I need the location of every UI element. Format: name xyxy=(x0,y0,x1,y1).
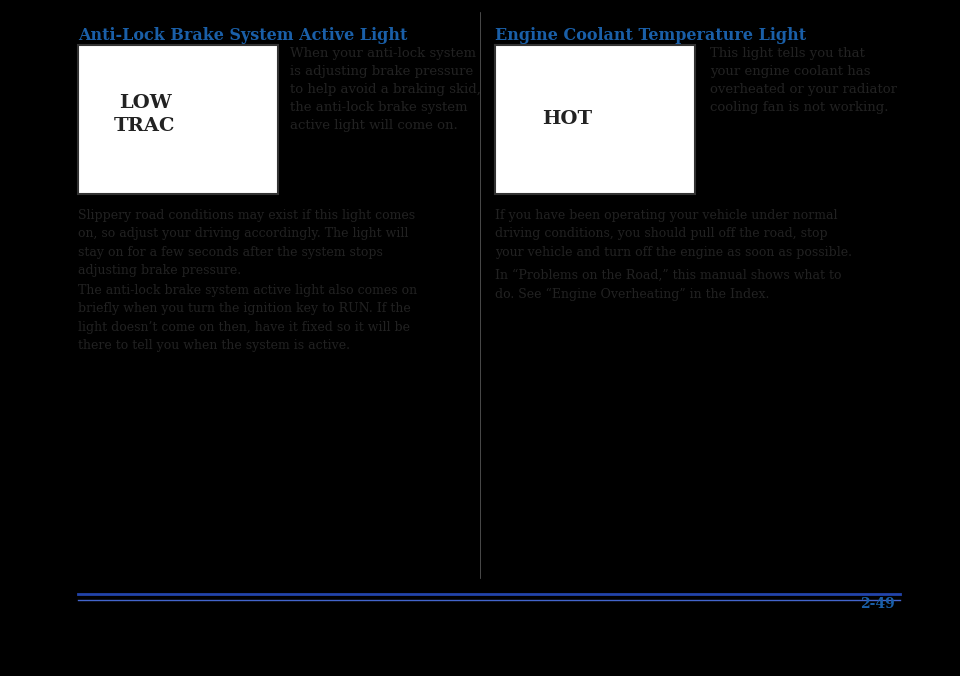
Text: This light tells you that
your engine coolant has
overheated or your radiator
co: This light tells you that your engine co… xyxy=(710,47,897,114)
Text: The anti-lock brake system active light also comes on
briefly when you turn the : The anti-lock brake system active light … xyxy=(78,284,418,352)
Text: Slippery road conditions may exist if this light comes
on, so adjust your drivin: Slippery road conditions may exist if th… xyxy=(78,209,415,277)
Bar xyxy=(78,45,278,194)
Text: 2-49: 2-49 xyxy=(860,597,895,611)
Text: HOT: HOT xyxy=(542,110,592,128)
Bar xyxy=(495,45,695,194)
Text: Engine Coolant Temperature Light: Engine Coolant Temperature Light xyxy=(495,27,806,44)
Text: In “Problems on the Road,” this manual shows what to
do. See “Engine Overheating: In “Problems on the Road,” this manual s… xyxy=(495,268,842,301)
Text: Anti-Lock Brake System Active Light: Anti-Lock Brake System Active Light xyxy=(78,27,407,44)
Text: When your anti-lock system
is adjusting brake pressure
to help avoid a braking s: When your anti-lock system is adjusting … xyxy=(290,47,481,132)
Text: If you have been operating your vehicle under normal
driving conditions, you sho: If you have been operating your vehicle … xyxy=(495,209,852,259)
Text: LOW
TRAC: LOW TRAC xyxy=(114,95,176,135)
